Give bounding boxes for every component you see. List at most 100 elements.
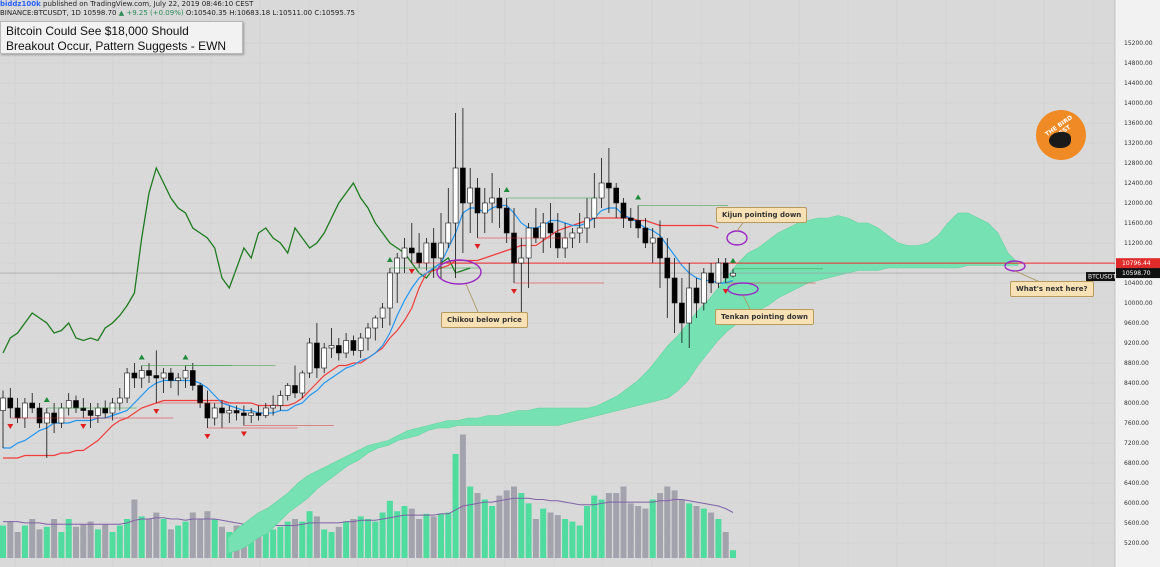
candle-body [430, 242, 437, 259]
resistance-tag-label: 10796.44 [1122, 260, 1151, 267]
signal-down-arrow [722, 289, 729, 294]
volume-bar [452, 454, 459, 558]
volume-bar [51, 519, 58, 558]
candle-body [58, 407, 65, 424]
volume-bar [438, 513, 444, 558]
candle-body [168, 372, 174, 381]
candle-body [306, 342, 313, 374]
candle-body [598, 182, 605, 199]
candle-body [445, 222, 452, 244]
signal-down-arrow [474, 244, 481, 249]
volume-bar [7, 521, 14, 558]
volume-bar [80, 524, 87, 558]
volume-bar [401, 506, 408, 558]
volume-bar [562, 519, 569, 558]
volume-bar [211, 519, 218, 558]
candle-body [679, 302, 685, 324]
volume-bar [138, 516, 145, 558]
volume-bar [328, 532, 335, 558]
candle-body [226, 410, 233, 414]
candle-body [627, 217, 634, 221]
candle-body [241, 412, 247, 416]
volume-bar [175, 525, 182, 558]
signal-up-arrow [730, 257, 736, 263]
signal-up-arrow [182, 354, 189, 360]
candle-body [489, 197, 495, 204]
candle-body [190, 370, 196, 386]
candle-body [671, 277, 678, 304]
price-axis: 5200.00 5600.00 6000.00 6400.00 6800.00 7200.… [1086, 0, 1160, 567]
volume-bar [306, 511, 313, 558]
volume-bar [262, 529, 269, 558]
signal-up-arrow [386, 257, 393, 262]
whats-next-callout[interactable]: What's next here? [1010, 281, 1094, 297]
volume-bar [715, 519, 722, 558]
candle-body [372, 317, 379, 329]
volume-bar [386, 500, 393, 558]
candle-body [533, 227, 539, 239]
candle-body [387, 272, 393, 309]
publisher-name[interactable]: biddz100k [0, 0, 41, 8]
tenkan-callout[interactable]: Tenkan pointing down [715, 309, 815, 325]
candle-body [14, 407, 21, 419]
candle-body [117, 397, 123, 404]
callout-leader [1014, 270, 1041, 283]
candle-body [438, 242, 444, 259]
price-tick-label: 6000.00 [1124, 500, 1149, 507]
candle-body [503, 207, 510, 234]
candle-body [335, 345, 342, 354]
price-axis-bg [1115, 0, 1160, 567]
volume-bar [489, 506, 496, 558]
symbol-info: BINANCE:BTCUSDT, 1D 10598.70 [0, 9, 117, 17]
candle-body [657, 237, 663, 259]
highlight-ellipse [436, 259, 482, 285]
signal-markers [7, 187, 823, 439]
volume-bars [0, 434, 736, 558]
volume-bar [58, 532, 65, 558]
volume-bar [160, 519, 167, 558]
candle-body [715, 262, 722, 284]
volume-bar [284, 521, 291, 558]
volume-bar [445, 512, 452, 558]
price-tick-label: 11200.00 [1124, 240, 1153, 247]
price-tick-label: 7200.00 [1124, 440, 1149, 447]
price-tick-label: 13600.00 [1124, 120, 1153, 127]
candle-body [423, 242, 430, 264]
price-tick-label: 12000.00 [1124, 200, 1153, 207]
volume-bar [620, 486, 627, 558]
indicator-lines [2, 166, 734, 459]
last-price-tag-bg [1116, 268, 1160, 279]
candle-body [138, 370, 145, 379]
signal-up-arrow [503, 187, 510, 192]
kumo-cloud [227, 212, 1019, 554]
volume-bar [94, 529, 101, 558]
volume-bar [87, 521, 94, 558]
volume-bar [671, 490, 678, 558]
volume-bar [116, 525, 123, 558]
volume-bar [408, 508, 415, 558]
price-change: ▲ +9.25 (+0.09%) [116, 9, 186, 17]
volume-bar [167, 529, 174, 558]
candle-body [102, 407, 108, 414]
volume-bar [598, 499, 605, 558]
volume-bar [657, 493, 663, 558]
publish-info: published on TradingView.com, July 22, 2… [40, 0, 254, 8]
annotation-shapes [436, 219, 1041, 313]
volume-bar [65, 519, 72, 558]
candle-body [700, 272, 707, 304]
candle-body [87, 410, 94, 416]
volume-bar [511, 486, 517, 558]
candle-body [525, 227, 532, 259]
kijun-callout[interactable]: Kijun pointing down [716, 207, 808, 223]
candle-body [635, 220, 641, 229]
chikou-callout[interactable]: Chikou below price [441, 312, 528, 328]
candle-body [481, 202, 488, 214]
candle-body [233, 410, 240, 414]
volume-bar [693, 506, 700, 558]
candle-body [321, 347, 328, 369]
candle-body [474, 187, 481, 214]
candle-body [452, 167, 459, 224]
candle-body [22, 402, 28, 419]
volume-bar [459, 434, 466, 558]
